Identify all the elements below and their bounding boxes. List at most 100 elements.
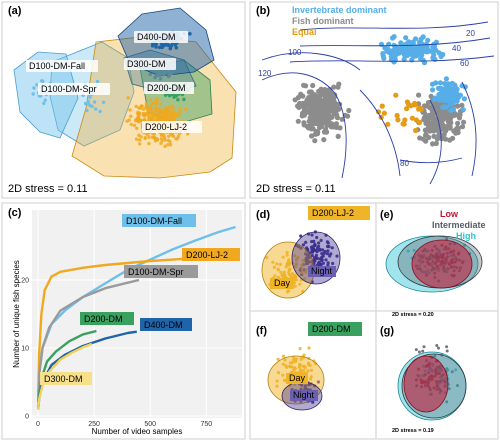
point-d200-lj-2: [158, 102, 163, 106]
label-d200-dm: D200-DM: [147, 83, 186, 93]
point-d200-lj-2: [178, 110, 182, 114]
stress-label-g: 2D stress = 0.19: [392, 428, 434, 434]
point-d200-lj-2: [126, 96, 130, 100]
point-fish-dominant: [306, 89, 312, 95]
series-line-d200-lj-2: [37, 255, 207, 403]
point-fish-dominant: [303, 83, 309, 89]
label-d100-dm-fall: D100-DM-Fall: [29, 61, 85, 71]
point-fish-dominant: [335, 84, 341, 90]
panel-g: (g) 2D stress = 0.19: [380, 325, 467, 434]
point-fish-dominant: [428, 113, 434, 119]
point-d200-dm: [176, 98, 180, 102]
point-fish-dominant: [443, 136, 449, 142]
point-d400-dm: [154, 45, 158, 49]
point-fish-dominant: [305, 108, 311, 114]
point-fish-dominant: [461, 119, 467, 125]
point-d200-lj-2: [149, 112, 153, 116]
day-label-d: Day: [274, 278, 291, 288]
point-fish-dominant: [332, 100, 338, 106]
point-d200-lj-2: [138, 142, 142, 146]
point-d200-lj-2: [156, 112, 160, 116]
point-d200-lj-2: [129, 114, 133, 119]
point-fish-dominant: [436, 109, 442, 115]
point-fish-dominant: [423, 120, 429, 126]
point-invertebrate-dominant: [413, 36, 419, 42]
point-fish-dominant: [433, 127, 440, 133]
point-d400-dm: [174, 46, 179, 50]
point-d400-dm: [168, 46, 173, 51]
point-invertebrate-dominant: [424, 43, 430, 49]
point-d200-lj-2: [152, 136, 156, 140]
point-invertebrate-dominant: [453, 92, 459, 98]
point-intermediate: [422, 345, 426, 349]
point-d400-dm: [162, 43, 166, 48]
panel-a: D400-DM D300-DM D200-DM D200-LJ-2 D100-D…: [8, 5, 237, 195]
point-d200-lj-2: [134, 137, 139, 141]
point-d200-lj-2: [158, 117, 162, 122]
point-fish-dominant: [299, 110, 306, 116]
point-night: [310, 254, 314, 258]
point-night: [319, 238, 323, 242]
contour-1: [299, 21, 489, 31]
point-intermediate: [447, 387, 451, 391]
x-tick-label: 500: [144, 421, 156, 428]
point-d200-lj-2: [150, 102, 154, 107]
point-d200-lj-2: [176, 114, 181, 118]
point-fish-dominant: [459, 124, 466, 130]
point-invertebrate-dominant: [392, 47, 398, 54]
point-night: [317, 241, 321, 245]
point-d300-dm: [151, 69, 156, 73]
point-d200-lj-2: [148, 105, 153, 109]
point-fish-dominant: [320, 109, 326, 115]
point-equal: [401, 121, 407, 127]
point-invertebrate-dominant: [449, 90, 455, 96]
contour-label-80: 80: [400, 159, 409, 168]
contour-label-120: 120: [258, 69, 272, 78]
point-d200-lj-2: [164, 115, 168, 119]
point-equal: [413, 127, 419, 134]
point-equal: [416, 119, 423, 125]
y-tick-label: 10: [21, 346, 29, 353]
point-fish-dominant: [315, 98, 321, 104]
point-fish-dominant: [426, 127, 432, 133]
point-invertebrate-dominant: [416, 39, 423, 46]
point-d200-lj-2: [155, 101, 159, 105]
y-tick-label: 20: [21, 278, 29, 285]
point-d200-lj-2: [147, 141, 151, 146]
point-night: [320, 258, 324, 262]
label-d200-lj-2: D200-LJ-2: [145, 122, 187, 132]
point-d200-lj-2: [150, 108, 154, 112]
point-d100-dm-spr: [37, 94, 41, 98]
point-d200-dm: [174, 94, 178, 98]
panel-b-contours: [261, 21, 495, 185]
series-label-d200-dm: D200-DM: [84, 314, 123, 324]
point-night: [318, 248, 322, 252]
point-intermediate: [456, 384, 459, 387]
point-fish-dominant: [430, 123, 436, 129]
point-d200-lj-2: [148, 98, 153, 102]
point-fish-dominant: [430, 120, 436, 126]
point-invertebrate-dominant: [380, 53, 386, 59]
point-equal: [394, 112, 400, 119]
point-night: [313, 256, 317, 260]
point-invertebrate-dominant: [440, 96, 446, 102]
point-d200-lj-2: [154, 97, 158, 101]
y-tick-label: 0: [25, 414, 29, 421]
contour-label-20: 20: [466, 29, 475, 38]
point-high: [406, 249, 410, 253]
point-d200-lj-2: [172, 116, 176, 121]
point-d200-lj-2: [143, 136, 147, 140]
point-d200-lj-2: [128, 108, 132, 112]
point-fish-dominant: [425, 99, 432, 106]
point-d200-lj-2: [146, 110, 151, 114]
series-label-d400-dm: D400-DM: [144, 320, 183, 330]
point-d100-dm-fall: [101, 100, 106, 105]
x-tick-label: 250: [88, 421, 100, 428]
point-invertebrate-dominant: [437, 80, 443, 86]
point-fish-dominant: [324, 129, 330, 135]
point-day: [302, 353, 306, 357]
point-d200-lj-2: [129, 122, 133, 127]
point-fish-dominant: [427, 105, 433, 111]
point-d200-dm: [163, 93, 168, 97]
point-fish-dominant: [456, 115, 463, 121]
